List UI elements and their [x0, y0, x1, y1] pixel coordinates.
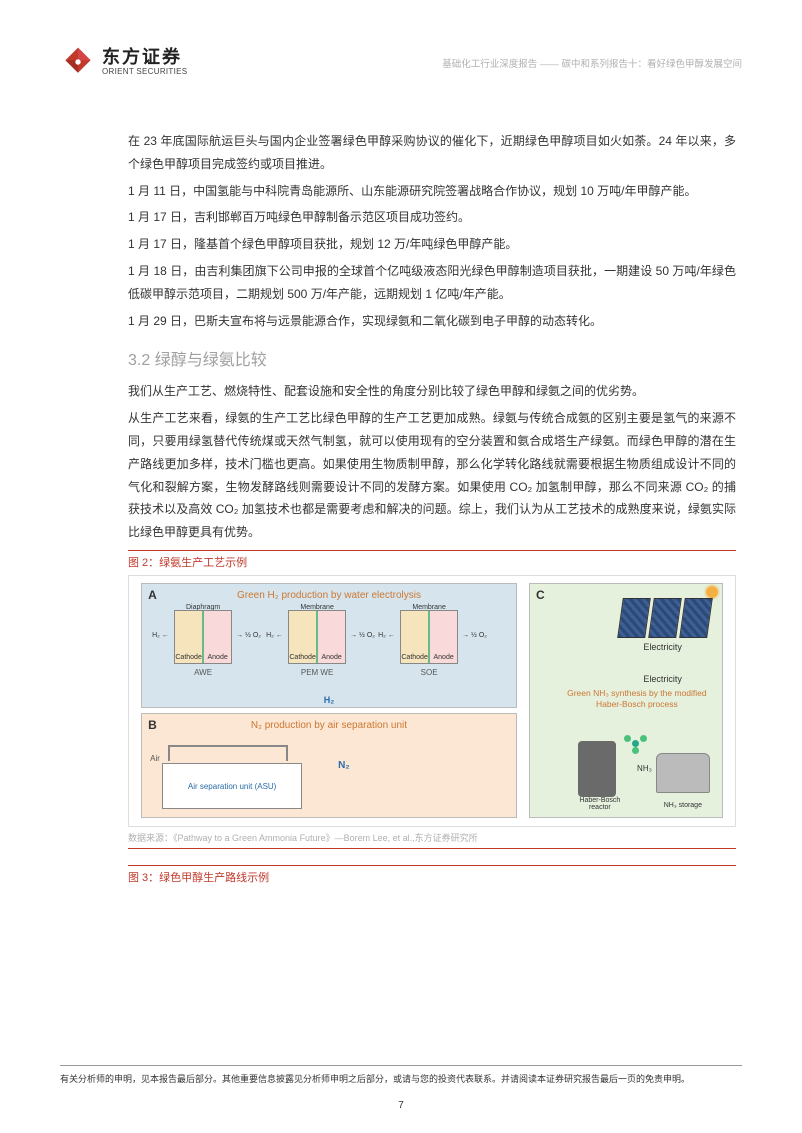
reactor-icon	[578, 741, 616, 797]
panel-a: A Green H₂ production by water electroly…	[141, 583, 517, 708]
o2-label: → ½ O₂	[462, 632, 487, 639]
logo-text-en: ORIENT SECURITIES	[102, 68, 187, 76]
paragraph: 1 月 17 日，吉利邯郸百万吨绿色甲醇制备示范区项目成功签约。	[128, 206, 736, 229]
paragraph: 从生产工艺来看，绿氨的生产工艺比绿色甲醇的生产工艺更加成熟。绿氨与传统合成氨的区…	[128, 407, 736, 544]
figure-3-title: 图 3：绿色甲醇生产路线示例	[128, 872, 269, 884]
nh3-label: NH₃	[637, 764, 652, 773]
panel-a-title: Green H₂ production by water electrolysi…	[237, 590, 421, 601]
sun-icon	[706, 586, 718, 598]
electrolysis-cell-soe: CathodeAnode	[400, 610, 458, 664]
anode: Anode	[204, 611, 231, 663]
orient-securities-logo-icon	[60, 44, 96, 80]
panel-c-label: C	[536, 588, 545, 602]
panel-a-label: A	[148, 588, 157, 602]
panel-b: B N₂ production by air separation unit A…	[141, 713, 517, 818]
storage-tank-icon	[656, 753, 710, 793]
nh3-molecule-icon	[624, 735, 648, 753]
anode: Anode	[430, 611, 457, 663]
h2-label: H₂ ←	[152, 632, 169, 639]
asu-box: Air separation unit (ASU)	[162, 763, 302, 809]
paragraph: 在 23 年底国际航运巨头与国内企业签署绿色甲醇采购协议的催化下，近期绿色甲醇项…	[128, 130, 736, 176]
h2-output: H₂	[324, 695, 335, 705]
synthesis-label: Green NH₃ synthesis by the modified Habe…	[562, 688, 712, 708]
paragraph: 1 月 29 日，巴斯夫宣布将与远景能源合作，实现绿氨和二氧化碳到电子甲醇的动态…	[128, 310, 736, 333]
reactor-label: Haber-Bosch reactor	[570, 797, 630, 811]
figure-2-title-row: 图 2：绿氨生产工艺示例	[128, 550, 736, 571]
header-breadcrumb: 基础化工行业深度报告 —— 碳中和系列报告十：看好绿色甲醇发展空间	[442, 56, 742, 70]
cathode: Cathode	[401, 611, 430, 663]
n2-output: N₂	[338, 760, 350, 771]
electrolysis-cell-awe: CathodeAnode	[174, 610, 232, 664]
solar-panels-icon	[620, 598, 710, 638]
o2-label: → ½ O₂	[350, 632, 375, 639]
panel-b-label: B	[148, 718, 157, 732]
cell-label: PEM WE	[288, 668, 346, 677]
figure-3-title-row: 图 3：绿色甲醇生产路线示例	[128, 865, 736, 886]
figure-2-source: 数据来源：《Pathway to a Green Ammonia Future》…	[128, 831, 736, 849]
cell-label: SOE	[400, 668, 458, 677]
figure-2-diagram: A Green H₂ production by water electroly…	[128, 575, 736, 827]
paragraph: 1 月 18 日，由吉利集团旗下公司申报的全球首个亿吨级液态阳光绿色甲醇制造项目…	[128, 260, 736, 306]
air-input: Air	[150, 754, 160, 763]
electricity-label: Electricity	[643, 642, 682, 652]
paragraph: 1 月 11 日，中国氢能与中科院青岛能源所、山东能源研究院签署战略合作协议，规…	[128, 180, 736, 203]
storage-label: NH₃ storage	[652, 802, 714, 809]
panel-c: C Electricity Electricity Green NH₃ synt…	[529, 583, 723, 818]
panel-b-title: N₂ production by air separation unit	[251, 720, 407, 731]
logo-text-cn: 东方证券	[102, 48, 187, 66]
electrolysis-cell-pem: CathodeAnode	[288, 610, 346, 664]
h2-label: H₂ ←	[266, 632, 283, 639]
anode: Anode	[318, 611, 345, 663]
main-content: 在 23 年底国际航运巨头与国内企业签署绿色甲醇采购协议的催化下，近期绿色甲醇项…	[128, 130, 736, 886]
asu-pipes-icon	[168, 745, 288, 761]
page-number: 7	[398, 1100, 404, 1111]
paragraph: 1 月 17 日，隆基首个绿色甲醇项目获批，规划 12 万/年吨绿色甲醇产能。	[128, 233, 736, 256]
cell-label: AWE	[174, 668, 232, 677]
page-header: 东方证券 ORIENT SECURITIES 基础化工行业深度报告 —— 碳中和…	[60, 44, 742, 80]
footer-disclaimer: 有关分析师的申明，见本报告最后部分。其他重要信息披露见分析师申明之后部分，或请与…	[60, 1065, 742, 1085]
cathode: Cathode	[175, 611, 204, 663]
o2-label: → ½ O₂	[236, 632, 261, 639]
h2-label: H₂ ←	[378, 632, 395, 639]
paragraph: 我们从生产工艺、燃烧特性、配套设施和安全性的角度分别比较了绿色甲醇和绿氨之间的优…	[128, 380, 736, 403]
figure-2-title: 图 2：绿氨生产工艺示例	[128, 557, 247, 569]
section-heading-3-2: 3.2 绿醇与绿氨比较	[128, 346, 736, 370]
logo-block: 东方证券 ORIENT SECURITIES	[60, 44, 187, 80]
cathode: Cathode	[289, 611, 318, 663]
electricity-label: Electricity	[643, 674, 682, 684]
